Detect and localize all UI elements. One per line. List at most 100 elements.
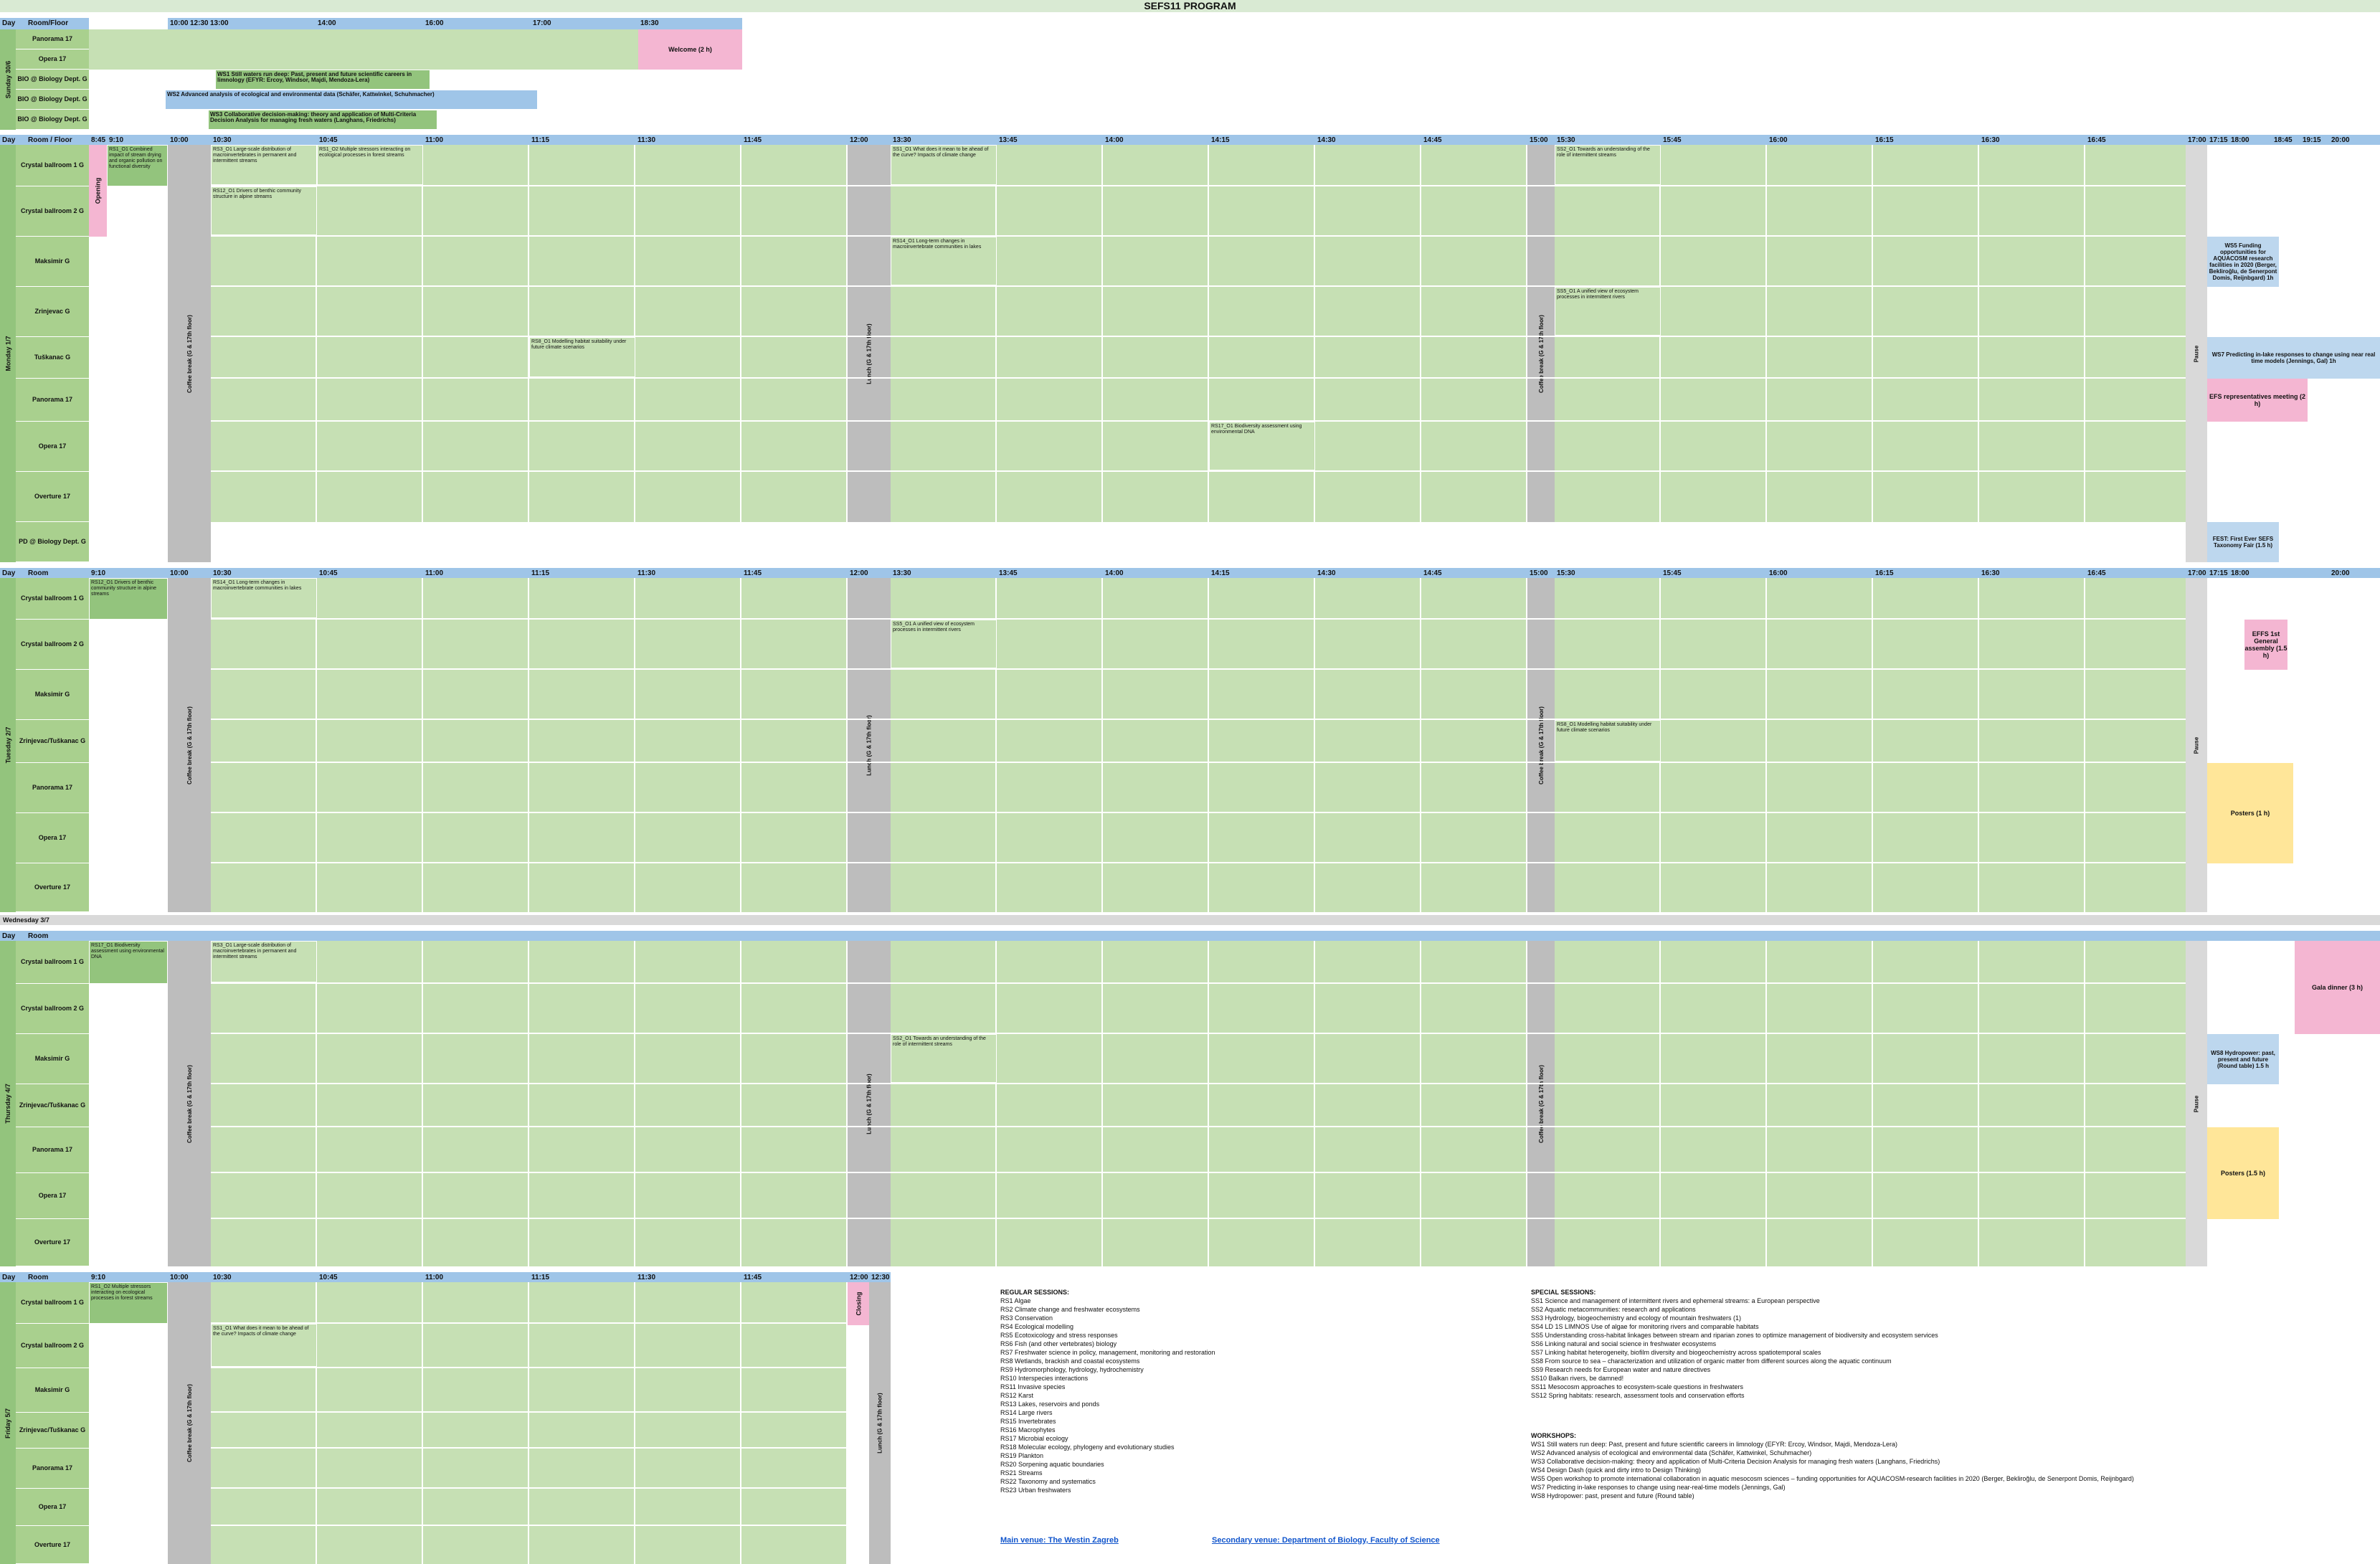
mon-time-1445: 14:45 [1421, 135, 1527, 145]
thu-room-header: Room [26, 931, 89, 941]
sun-day-header: Day [0, 18, 26, 29]
tue-coffee-am: Coffee break (G & 17th floor) [168, 578, 211, 912]
tue-room-crystal1: Crystal ballroom 1 G [16, 578, 89, 620]
ws2-block[interactable]: WS2 Advanced analysis of ecological and … [165, 90, 538, 110]
main-venue-link[interactable]: Main venue: The Westin Zagreb [1000, 1536, 1119, 1545]
mon-time-1200: 12:00 [848, 135, 891, 145]
special-item: SS11 Mesocosm approaches to ecosystem-sc… [1531, 1383, 1743, 1390]
tue-coffee-pm: Coffee break (G & 17th floor) [1527, 578, 1555, 912]
mon-pause: Pause [2186, 145, 2207, 562]
mon-plenary[interactable]: RS1_O1 Combined impact of stream drying … [107, 145, 168, 186]
mon-time-1800: 18:00 [2229, 135, 2272, 145]
regular-item: RS15 Invertebrates [1000, 1418, 1056, 1425]
thu-room-overture: Overture 17 [16, 1219, 89, 1266]
regular-item: RS16 Macrophytes [1000, 1426, 1056, 1433]
fri-time-1045: 10:45 [317, 1272, 423, 1282]
mon-talk-2[interactable]: RS3_O1 Large-scale distribution of macro… [211, 145, 317, 185]
mon-time-1915: 19:15 [2300, 135, 2329, 145]
mon-time-1615: 16:15 [1873, 135, 1979, 145]
tue-time-1715: 17:15 [2207, 568, 2229, 578]
regular-item: RS6 Fish (and other vertebrates) biology [1000, 1340, 1117, 1347]
sun-day-label: Sunday 30/6 [0, 29, 16, 130]
tue-time-1415: 14:15 [1209, 568, 1315, 578]
sun-time-2: 12:30 [188, 18, 208, 29]
sun-room-panorama: Panorama 17 [16, 29, 89, 49]
wednesday-separator: Wednesday 3/7 [0, 915, 2380, 925]
mon-talk-5[interactable]: RS12_O1 Drivers of benthic community str… [211, 186, 317, 235]
mon-time-1030: 10:30 [211, 135, 317, 145]
tue-time-1330: 13:30 [891, 568, 997, 578]
workshops-item: WS3 Collaborative decision-making: theor… [1531, 1458, 1940, 1465]
legend-workshops: WORKSHOPS: WS1 Still waters run deep: Pa… [1531, 1431, 2377, 1525]
tue-posters[interactable]: Posters (1 h) [2207, 763, 2293, 863]
tue-day-header: Day [0, 568, 26, 578]
mon-time-1045: 10:45 [317, 135, 423, 145]
tue-pause: Pause [2186, 578, 2207, 912]
thu-talk-1[interactable]: RS3_O1 Large-scale distribution of macro… [211, 941, 317, 982]
sun-room-bio1: BIO @ Biology Dept. G [16, 70, 89, 90]
thu-coffee-pm: Coffee break (G & 17th floor) [1527, 941, 1555, 1266]
fri-talk-1[interactable]: SS1_O1 What does it mean to be ahead of … [211, 1324, 317, 1367]
tue-assembly[interactable]: EFFS 1st General assembly (1.5 h) [2244, 620, 2287, 670]
mon-time-1415: 14:15 [1209, 135, 1315, 145]
thu-coffee-am: Coffee break (G & 17th floor) [168, 941, 211, 1266]
mon-room-header: Room / Floor [26, 135, 89, 145]
tue-time-1045: 10:45 [317, 568, 423, 578]
mon-room-overture: Overture 17 [16, 472, 89, 522]
thu-room-opera: Opera 17 [16, 1173, 89, 1219]
special-item: SS1 Science and management of intermitte… [1531, 1297, 1820, 1304]
mon-talk-9[interactable]: RS17_O1 Biodiversity assessment using en… [1209, 422, 1315, 470]
tue-time-1530: 15:30 [1555, 568, 1661, 578]
efs-meeting[interactable]: EFS representatives meeting (2 h) [2207, 379, 2308, 422]
mon-talk-4[interactable]: SS2_O1 Towards an understanding of the r… [1555, 145, 1661, 185]
welcome-event[interactable]: Welcome (2 h) [638, 29, 742, 70]
regular-item: RS9 Hydromorphology, hydrology, hydroche… [1000, 1366, 1144, 1373]
regular-item: RS8 Wetlands, brackish and coastal ecosy… [1000, 1357, 1140, 1365]
sun-time-7: 18:30 [638, 18, 742, 29]
ws7-block[interactable]: WS7 Predicting in-lake responses to chan… [2207, 337, 2380, 379]
mon-time-1715: 17:15 [2207, 135, 2229, 145]
ws8-block[interactable]: WS8 Hydropower: past, present and future… [2207, 1034, 2279, 1084]
mon-time-910: 9:10 [107, 135, 168, 145]
sun-room-header: Room/Floor [26, 18, 89, 29]
regular-item: RS10 Interspecies interactions [1000, 1375, 1089, 1382]
workshops-item: WS7 Predicting in-lake responses to chan… [1531, 1484, 1786, 1491]
fri-plenary[interactable]: RS1_O2 Multiple stressors interacting on… [89, 1282, 168, 1324]
mon-coffee-am: Coffee break (G & 17th floor) [168, 145, 211, 562]
ws1-block[interactable]: WS1 Still waters run deep: Past, present… [215, 70, 430, 90]
mon-time-1130: 11:30 [635, 135, 741, 145]
tue-talk-2[interactable]: SS5_O1 A unified view of ecosystem proce… [891, 620, 997, 668]
fest-event[interactable]: FEST: First Ever SEFS Taxonomy Fair (1.5… [2207, 522, 2279, 562]
regular-item: RS21 Streams [1000, 1469, 1043, 1477]
regular-item: RS17 Microbial ecology [1000, 1435, 1068, 1442]
thu-pause: Pause [2186, 941, 2207, 1266]
thu-posters[interactable]: Posters (1.5 h) [2207, 1127, 2279, 1219]
mon-talk-7[interactable]: SS5_O1 A unified view of ecosystem proce… [1555, 287, 1661, 336]
mon-room-maksimir: Maksimir G [16, 237, 89, 287]
workshops-item: WS4 Design Dash (quick and dirty intro t… [1531, 1466, 1701, 1474]
thu-talk-2[interactable]: SS2_O1 Towards an understanding of the r… [891, 1034, 997, 1083]
fri-time-1145: 11:45 [741, 1272, 848, 1282]
regular-item: RS23 Urban freshwaters [1000, 1487, 1071, 1494]
tue-time-1545: 15:45 [1661, 568, 1767, 578]
tue-talk-3[interactable]: RS8_O1 Modelling habitat suitability und… [1555, 720, 1661, 762]
tue-talk-1[interactable]: RS14_O1 Long-term changes in macroinvert… [211, 578, 317, 618]
ws5-block[interactable]: WS5 Funding opportunities for AQUACOSM r… [2207, 237, 2279, 287]
mon-coffee-pm: Coffee break (G & 17th floor) [1527, 145, 1555, 562]
mon-time-1345: 13:45 [997, 135, 1103, 145]
mon-talk-6[interactable]: RS14_O1 Long-term changes in macroinvert… [891, 237, 997, 285]
secondary-venue-link[interactable]: Secondary venue: Department of Biology, … [1212, 1536, 1440, 1545]
mon-talk-8[interactable]: RS8_O1 Modelling habitat suitability und… [529, 337, 635, 377]
mon-talk-1[interactable]: RS1_O2 Multiple stressors interacting on… [317, 145, 423, 185]
ws3-block[interactable]: WS3 Collaborative decision-making: theor… [208, 110, 437, 130]
special-item: SS9 Research needs for European water an… [1531, 1366, 1711, 1373]
mon-talk-3[interactable]: SS1_O1 What does it mean to be ahead of … [891, 145, 997, 185]
tue-plenary[interactable]: RS12_O1 Drivers of benthic community str… [89, 578, 168, 620]
sun-room-opera: Opera 17 [16, 49, 89, 70]
regular-item: RS1 Algae [1000, 1297, 1031, 1304]
fri-room-crystal2: Crystal ballroom 2 G [16, 1324, 89, 1368]
mon-day-label: Monday 1/7 [0, 145, 16, 562]
thu-plenary[interactable]: RS17_O1 Biodiversity assessment using en… [89, 941, 168, 984]
regular-item: RS13 Lakes, reservoirs and ponds [1000, 1401, 1100, 1408]
thu-gala[interactable]: Gala dinner (3 h) [2295, 941, 2380, 1034]
